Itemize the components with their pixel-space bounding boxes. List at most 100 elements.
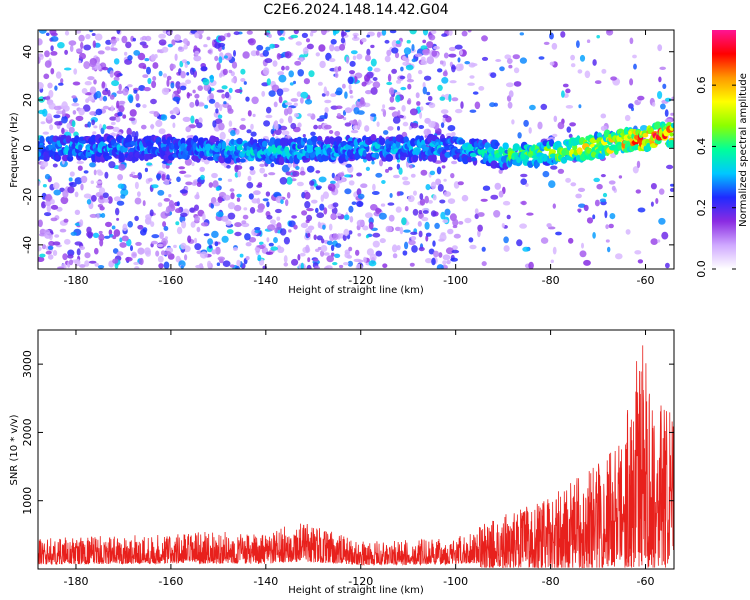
spectrogram-cell <box>89 30 94 33</box>
spectrogram-cell <box>278 74 287 83</box>
spectrogram-cell <box>97 50 105 55</box>
spectrogram-cell <box>74 191 79 198</box>
spectrogram-cell <box>133 50 141 56</box>
spectrogram-cell <box>522 246 530 252</box>
spectrogram-cell <box>578 104 582 109</box>
spectrogram-cell <box>542 170 550 178</box>
spectrogram-cell <box>523 119 529 127</box>
spectrogram-cell <box>501 223 505 228</box>
spectrogram-cell <box>592 59 597 66</box>
spectrogram-cell <box>420 45 428 50</box>
spectrogram-cell <box>86 199 92 205</box>
spectrogram-cell <box>373 67 381 73</box>
spectrogram-cell <box>353 34 358 39</box>
spectrogram-cell <box>196 226 201 233</box>
spectrogram-cell <box>74 209 81 215</box>
spectrogram-cell <box>158 70 163 77</box>
spectrogram-cell <box>384 55 391 63</box>
spectrogram-cell <box>263 173 268 178</box>
spectrogram-cell <box>396 163 401 170</box>
spectrogram-cell <box>278 95 283 104</box>
spectrogram-cell <box>45 250 52 255</box>
spectrogram-ridge-cell <box>458 139 466 145</box>
spectrogram-cell <box>133 89 138 94</box>
spectrogram-ridge-cell <box>43 152 51 160</box>
spectrogram-cell <box>176 176 181 183</box>
spectrogram-cell <box>329 44 335 52</box>
spectrogram-cell <box>310 185 315 190</box>
spectrogram-cell <box>316 212 325 219</box>
spectrogram-cell <box>323 124 332 130</box>
spectrogram-cell <box>343 228 350 236</box>
spectrogram-cell <box>285 65 290 71</box>
spectrogram-cell <box>432 240 436 247</box>
spectrogram-cell <box>602 192 608 198</box>
spectrogram-cell <box>553 115 558 123</box>
spectrogram-cell <box>280 228 287 236</box>
spectrogram-cell <box>451 131 456 137</box>
spectrogram-cell <box>356 172 362 177</box>
spectrogram-cell <box>104 46 111 51</box>
spectrogram-ridge-cell <box>670 122 674 129</box>
spectrogram-cell <box>467 82 475 86</box>
spectrogram-ridge-cell <box>412 154 418 163</box>
spectrogram-cell <box>385 225 393 233</box>
spectrogram-cell <box>268 34 272 38</box>
spectrogram-cell <box>206 36 211 41</box>
spectrogram-cell <box>227 202 236 210</box>
spectrogram-cell <box>347 260 353 267</box>
spectrogram-ridge-cell <box>362 150 367 157</box>
spectrogram-cell <box>442 219 449 224</box>
spectrogram-cell <box>217 114 223 119</box>
spectrogram-cell <box>411 44 415 52</box>
spectrogram-cell <box>333 46 341 52</box>
spectrogram-cell <box>372 183 376 191</box>
spectrogram-cell <box>306 214 313 222</box>
spectrogram-cell <box>449 80 457 84</box>
spectrogram-cell <box>633 63 637 70</box>
spectrogram-cell <box>112 126 120 132</box>
spectrogram-cell <box>86 226 92 234</box>
spectrogram-cell <box>418 212 424 219</box>
spectrogram-x-axis-label: Height of straight line (km) <box>288 285 424 296</box>
spectrogram-cell <box>425 258 433 264</box>
spectrogram-cell <box>296 91 302 97</box>
spectrogram-cell <box>211 249 217 255</box>
spectrogram-y-tick-label: -20 <box>21 188 34 206</box>
spectrogram-cell <box>506 58 513 64</box>
spectrogram-cell <box>229 188 235 192</box>
spectrogram-ridge-cell <box>470 157 477 162</box>
spectrogram-cell <box>426 91 431 96</box>
spectrogram-cell <box>410 122 419 129</box>
spectrogram-cell <box>419 198 426 206</box>
spectrogram-cell <box>297 122 302 128</box>
spectrogram-cell <box>422 210 429 214</box>
spectrogram-cell <box>242 51 250 59</box>
spectrogram-cell <box>209 93 215 100</box>
spectrogram-x-tick-label: -180 <box>63 274 88 287</box>
spectrogram-cell <box>593 177 600 183</box>
spectrogram-cell <box>565 177 571 183</box>
spectrogram-cell <box>84 260 90 267</box>
spectrogram-cell <box>72 81 81 86</box>
spectrogram-cell <box>266 237 270 243</box>
spectrogram-cell <box>295 166 300 170</box>
spectrogram-cell <box>189 67 195 75</box>
spectrogram-cell <box>126 127 132 136</box>
spectrogram-cell <box>237 170 242 178</box>
spectrogram-cell <box>265 46 271 51</box>
spectrogram-cell <box>437 68 443 73</box>
spectrogram-cell <box>199 166 205 172</box>
spectrogram-cell <box>223 194 231 201</box>
spectrogram-cell <box>270 246 279 251</box>
spectrogram-cell <box>666 164 674 170</box>
spectrogram-cell <box>174 34 182 42</box>
snr-x-tick-label: -140 <box>253 575 278 588</box>
spectrogram-cell <box>300 262 304 269</box>
spectrogram-cell <box>89 111 97 116</box>
spectrogram-cell <box>442 114 449 119</box>
spectrogram-cell <box>226 32 231 38</box>
spectrogram-cell <box>219 104 223 112</box>
spectrogram-cell <box>172 122 176 129</box>
spectrogram-cell <box>335 243 342 248</box>
